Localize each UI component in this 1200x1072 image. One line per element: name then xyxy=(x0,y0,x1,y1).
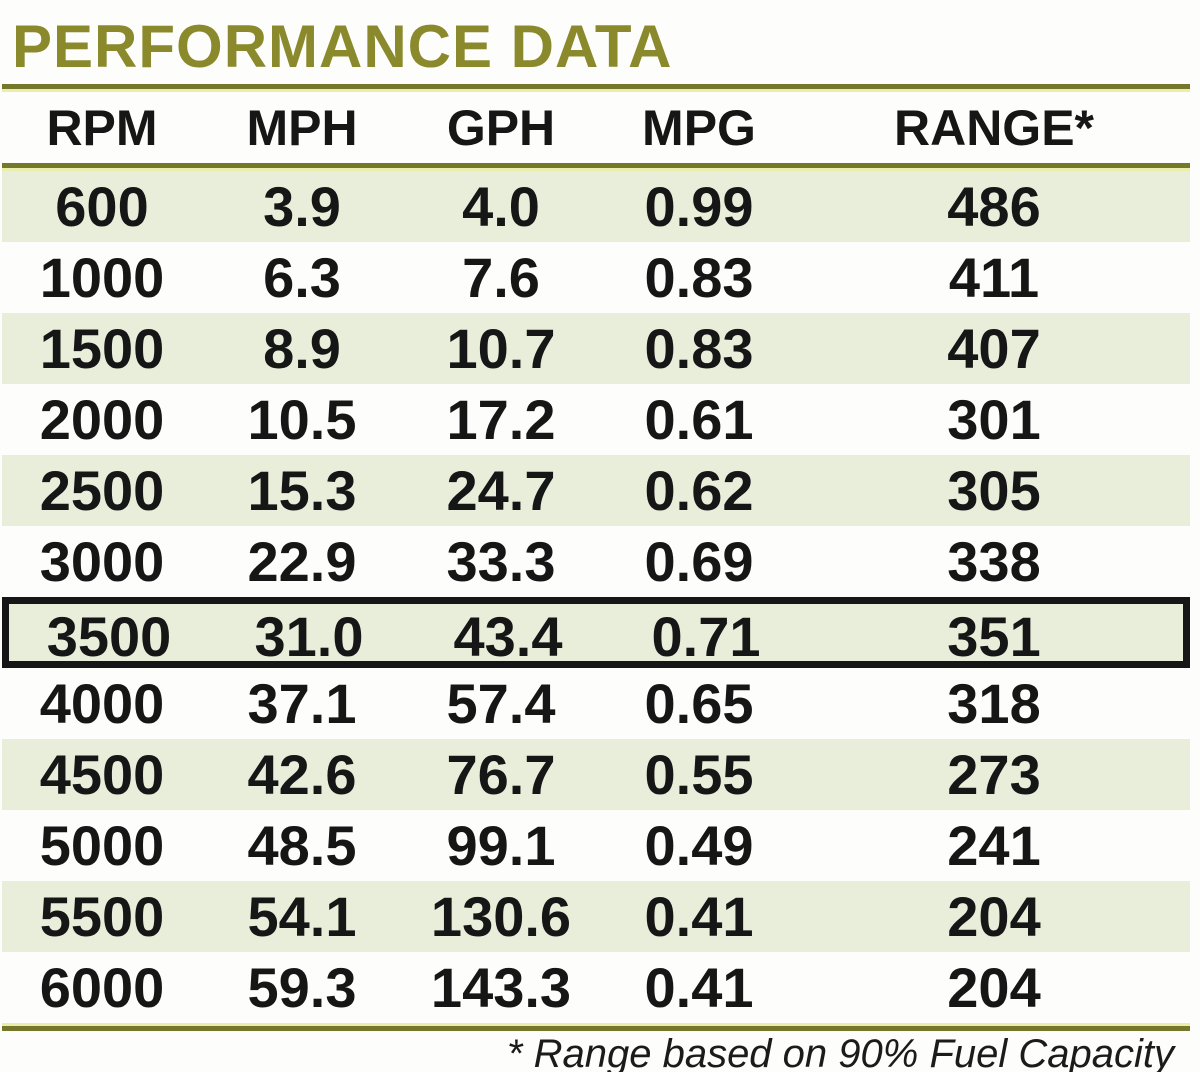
table-row: 5500 54.1 130.6 0.41 204 xyxy=(2,881,1190,952)
cell-gph: 130.6 xyxy=(430,885,572,948)
table-row-highlighted: 3500 31.0 43.4 0.71 351 xyxy=(2,597,1190,668)
cell-rpm: 2500 xyxy=(39,459,165,522)
cell-range: 241 xyxy=(947,814,1041,877)
cell-rpm: 1500 xyxy=(39,317,165,380)
cell-range: 204 xyxy=(947,885,1041,948)
cell-range: 351 xyxy=(947,605,1041,668)
cell-gph: 76.7 xyxy=(446,743,556,806)
cell-gph: 7.6 xyxy=(462,246,540,309)
cell-gph: 33.3 xyxy=(446,530,556,593)
cell-mph: 15.3 xyxy=(247,459,357,522)
cell-rpm: 6000 xyxy=(39,956,165,1019)
cell-range: 273 xyxy=(947,743,1041,806)
table-header-row: RPM MPH GPH MPG RANGE* xyxy=(2,92,1190,163)
cell-mph: 59.3 xyxy=(247,956,357,1019)
cell-mpg: 0.83 xyxy=(644,317,754,380)
cell-gph: 43.4 xyxy=(453,605,563,668)
cell-rpm: 3500 xyxy=(46,605,172,668)
cell-gph: 99.1 xyxy=(446,814,556,877)
cell-mph: 10.5 xyxy=(247,388,357,451)
table-row: 3000 22.9 33.3 0.69 338 xyxy=(2,526,1190,597)
cell-range: 407 xyxy=(947,317,1041,380)
cell-gph: 24.7 xyxy=(446,459,556,522)
cell-gph: 57.4 xyxy=(446,672,556,735)
table-row: 4500 42.6 76.7 0.55 273 xyxy=(2,739,1190,810)
table-row: 600 3.9 4.0 0.99 486 xyxy=(2,171,1190,242)
cell-rpm: 5500 xyxy=(39,885,165,948)
cell-gph: 17.2 xyxy=(446,388,556,451)
header-mph: MPH xyxy=(246,99,358,156)
header-gph: GPH xyxy=(446,99,556,156)
cell-mpg: 0.41 xyxy=(644,885,754,948)
cell-range: 486 xyxy=(947,175,1041,238)
table-row: 2000 10.5 17.2 0.61 301 xyxy=(2,384,1190,455)
header-rpm: RPM xyxy=(46,99,158,156)
title-divider xyxy=(2,84,1190,92)
range-footnote: * Range based on 90% Fuel Capacity xyxy=(506,1032,1174,1072)
cell-mph: 8.9 xyxy=(263,317,341,380)
cell-mpg: 0.49 xyxy=(644,814,754,877)
cell-mpg: 0.69 xyxy=(644,530,754,593)
header-mpg: MPG xyxy=(642,99,756,156)
cell-range: 338 xyxy=(947,530,1041,593)
table-row: 1000 6.3 7.6 0.83 411 xyxy=(2,242,1190,313)
cell-gph: 143.3 xyxy=(430,956,572,1019)
cell-mpg: 0.83 xyxy=(644,246,754,309)
cell-mpg: 0.61 xyxy=(644,388,754,451)
cell-range: 301 xyxy=(947,388,1041,451)
cell-mpg: 0.65 xyxy=(644,672,754,735)
cell-mph: 3.9 xyxy=(263,175,341,238)
cell-mpg: 0.41 xyxy=(644,956,754,1019)
table-row: 4000 37.1 57.4 0.65 318 xyxy=(2,668,1190,739)
cell-mph: 54.1 xyxy=(247,885,357,948)
cell-rpm: 600 xyxy=(55,175,149,238)
table-row: 2500 15.3 24.7 0.62 305 xyxy=(2,455,1190,526)
performance-table: RPM MPH GPH MPG RANGE* 600 3.9 4.0 0.99 486 1000 6… xyxy=(2,84,1190,1031)
cell-mpg: 0.71 xyxy=(651,605,761,668)
header-divider xyxy=(2,163,1190,171)
cell-mph: 22.9 xyxy=(247,530,357,593)
cell-range: 305 xyxy=(947,459,1041,522)
cell-rpm: 1000 xyxy=(39,246,165,309)
cell-mpg: 0.55 xyxy=(644,743,754,806)
table-body: 600 3.9 4.0 0.99 486 1000 6.3 7.6 0.83 411 1500 8.9… xyxy=(2,171,1190,1023)
cell-rpm: 2000 xyxy=(39,388,165,451)
cell-rpm: 4500 xyxy=(39,743,165,806)
table-bottom-divider xyxy=(2,1023,1190,1031)
table-row: 6000 59.3 143.3 0.41 204 xyxy=(2,952,1190,1023)
cell-range: 318 xyxy=(947,672,1041,735)
table-row: 1500 8.9 10.7 0.83 407 xyxy=(2,313,1190,384)
cell-range: 204 xyxy=(947,956,1041,1019)
cell-range: 411 xyxy=(948,246,1040,309)
cell-mph: 48.5 xyxy=(247,814,357,877)
cell-rpm: 3000 xyxy=(39,530,165,593)
cell-gph: 10.7 xyxy=(446,317,556,380)
cell-rpm: 4000 xyxy=(39,672,165,735)
cell-mph: 42.6 xyxy=(247,743,357,806)
cell-mpg: 0.99 xyxy=(644,175,754,238)
cell-mph: 37.1 xyxy=(247,672,357,735)
cell-gph: 4.0 xyxy=(462,175,540,238)
page-title: PERFORMANCE DATA xyxy=(12,13,673,80)
cell-mph: 6.3 xyxy=(263,246,341,309)
header-range: RANGE* xyxy=(893,99,1095,156)
cell-mpg: 0.62 xyxy=(644,459,754,522)
cell-rpm: 5000 xyxy=(39,814,165,877)
table-row: 5000 48.5 99.1 0.49 241 xyxy=(2,810,1190,881)
cell-mph: 31.0 xyxy=(254,605,364,668)
